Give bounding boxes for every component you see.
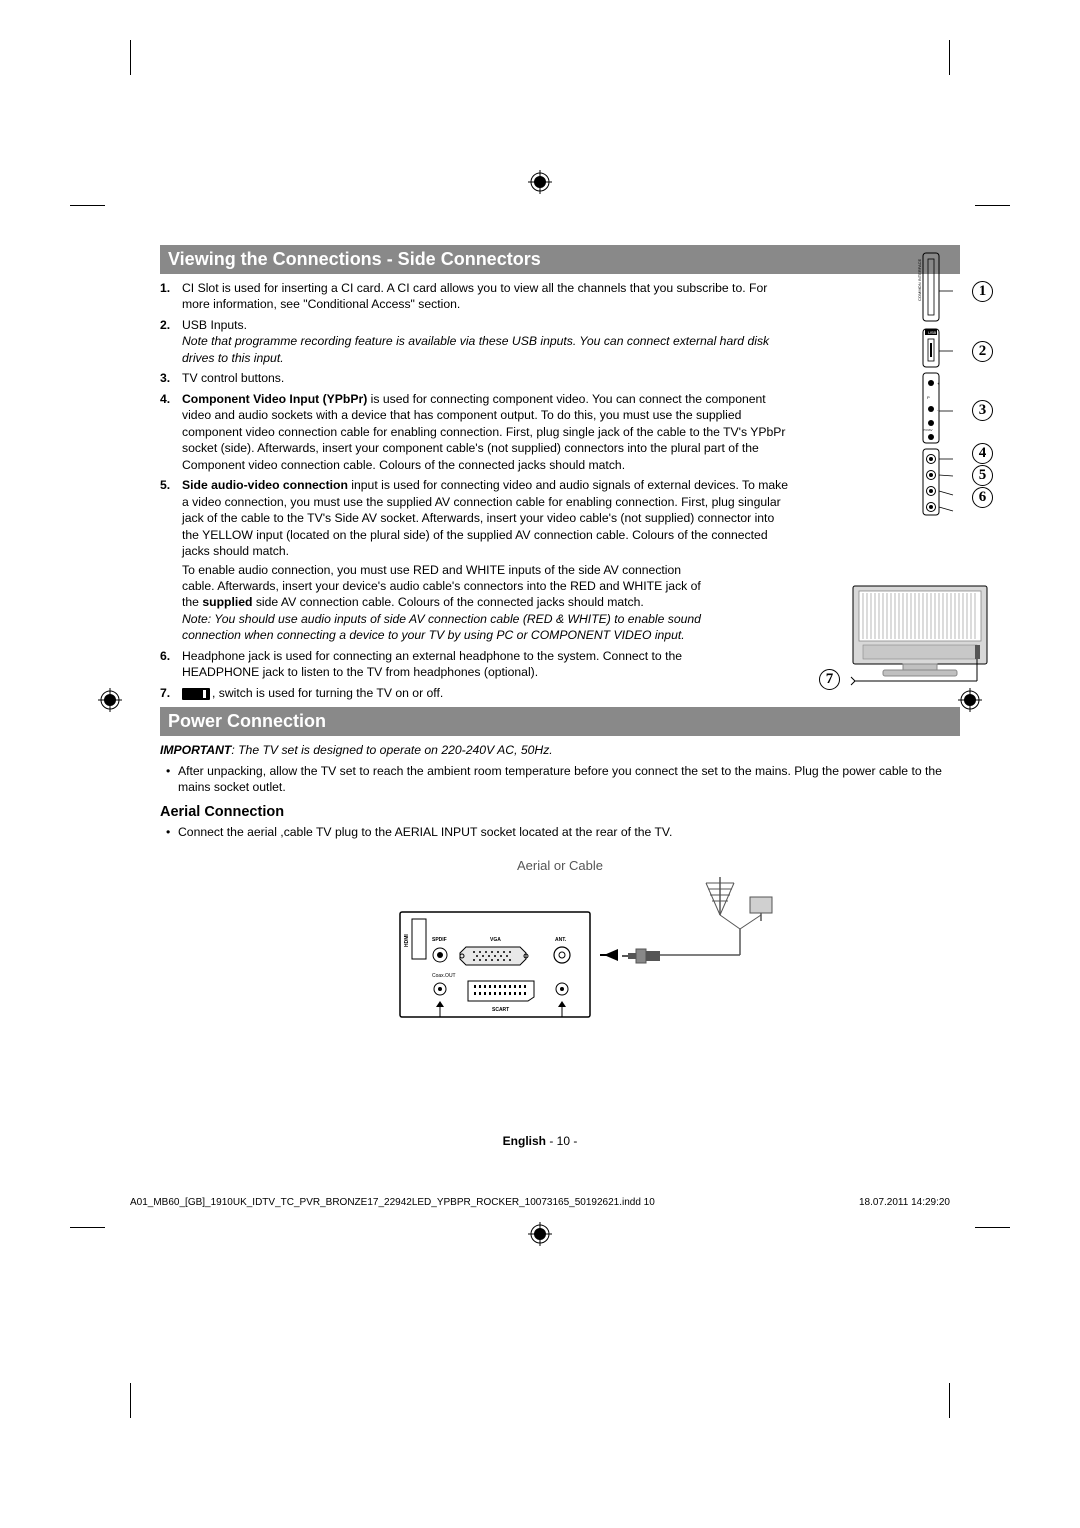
power-switch-icon <box>182 688 210 700</box>
aerial-diagram-area: Aerial or Cable <box>160 858 960 1048</box>
list-item: 3. TV control buttons. <box>160 370 960 386</box>
item-number: 7. <box>160 685 182 701</box>
important-label: IMPORTANT <box>160 743 231 757</box>
callout-4: 4 <box>972 443 993 464</box>
svg-text:SCART: SCART <box>492 1007 509 1013</box>
bullet-text: Connect the aerial ,cable TV plug to the… <box>178 824 672 840</box>
item-text: , switch is used for turning the TV on o… <box>212 686 443 700</box>
footer-filename: A01_MB60_[GB]_1910UK_IDTV_TC_PVR_BRONZE1… <box>130 1197 655 1208</box>
svg-text:COMMON INTERFACE: COMMON INTERFACE <box>917 258 922 301</box>
crop-mark <box>949 1383 950 1418</box>
list-item: •After unpacking, allow the TV set to re… <box>166 763 960 796</box>
item-number: 4. <box>160 391 182 473</box>
side-panel-diagram: COMMON INTERFACE USB + P - P/V/AV <box>895 251 965 556</box>
item-bold: Side audio-video connection <box>182 478 348 492</box>
tv-back-diagram: 7 <box>845 581 995 701</box>
callout-3: 3 <box>972 400 993 421</box>
item-text: Headphone jack is used for connecting an… <box>182 648 960 681</box>
item-bold: Component Video Input (YPbPr) <box>182 392 367 406</box>
crop-mark <box>975 1227 1010 1228</box>
item-text: USB Inputs. <box>182 318 247 332</box>
svg-text:SPDIF: SPDIF <box>432 937 447 943</box>
item-number: 5. <box>160 477 182 644</box>
item-text: TV control buttons. <box>182 370 960 386</box>
list-item: 4. Component Video Input (YPbPr) is used… <box>160 391 960 473</box>
svg-text:P/V/AV: P/V/AV <box>923 428 932 432</box>
list-item: 7. , switch is used for turning the TV o… <box>160 685 960 701</box>
power-content: IMPORTANT: The TV set is designed to ope… <box>160 742 960 795</box>
svg-text:P: P <box>927 395 930 400</box>
page-content: Viewing the Connections - Side Connector… <box>160 245 960 1048</box>
crop-mark <box>975 205 1010 206</box>
aerial-label: Aerial or Cable <box>160 858 960 873</box>
item-note: Note: You should use audio inputs of sid… <box>182 611 960 644</box>
registration-mark-icon <box>98 688 122 712</box>
aerial-content: •Connect the aerial ,cable TV plug to th… <box>160 824 960 840</box>
registration-mark-icon <box>528 170 552 194</box>
svg-text:+: + <box>937 381 940 386</box>
svg-text:ANT.: ANT. <box>555 937 567 943</box>
item-bold: supplied <box>202 595 252 609</box>
page-number: English - 10 - <box>503 1134 578 1148</box>
callout-5: 5 <box>972 465 993 486</box>
list-item: 1. CI Slot is used for inserting a CI ca… <box>160 280 960 313</box>
crop-mark <box>70 1227 105 1228</box>
callout-2: 2 <box>972 341 993 362</box>
crop-mark <box>949 40 950 75</box>
callout-6: 6 <box>972 487 993 508</box>
item-number: 2. <box>160 317 182 366</box>
item-text: side AV connection cable. Colours of the… <box>252 595 643 609</box>
footer-timestamp: 18.07.2011 14:29:20 <box>859 1197 950 1208</box>
crop-mark <box>130 1383 131 1418</box>
list-item: 2. USB Inputs. Note that programme recor… <box>160 317 960 366</box>
section-header-side-connectors: Viewing the Connections - Side Connector… <box>160 245 960 274</box>
item-number: 6. <box>160 648 182 681</box>
svg-text:HDMI: HDMI <box>404 934 410 947</box>
crop-mark <box>130 40 131 75</box>
item-note: Note that programme recording feature is… <box>182 334 769 364</box>
crop-mark <box>70 205 105 206</box>
callout-1: 1 <box>972 281 993 302</box>
list-item: 5. Side audio-video connection input is … <box>160 477 960 644</box>
svg-text:Coax.OUT: Coax.OUT <box>432 973 456 979</box>
svg-text:USB: USB <box>928 330 937 335</box>
item-number: 1. <box>160 280 182 313</box>
callout-7: 7 <box>819 669 840 690</box>
print-footer: A01_MB60_[GB]_1910UK_IDTV_TC_PVR_BRONZE1… <box>130 1197 950 1208</box>
svg-text:VGA: VGA <box>490 937 501 943</box>
section-header-power: Power Connection <box>160 707 960 736</box>
aerial-heading: Aerial Connection <box>160 804 960 820</box>
item-text: CI Slot is used for inserting a CI card.… <box>182 280 960 313</box>
list-item: •Connect the aerial ,cable TV plug to th… <box>166 824 960 840</box>
bullet-text: After unpacking, allow the TV set to rea… <box>178 763 960 796</box>
list-item: 6. Headphone jack is used for connecting… <box>160 648 960 681</box>
important-text: : The TV set is designed to operate on 2… <box>231 743 552 757</box>
item-number: 3. <box>160 370 182 386</box>
registration-mark-icon <box>528 1222 552 1246</box>
side-connectors-content: 1. CI Slot is used for inserting a CI ca… <box>160 280 960 701</box>
